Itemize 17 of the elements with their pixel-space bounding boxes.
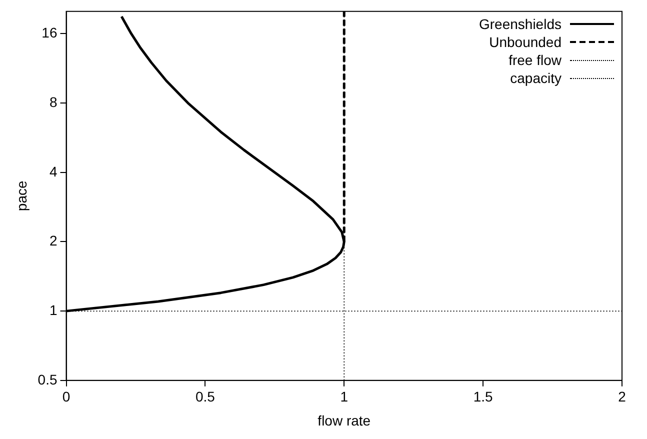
legend-label: Unbounded [489,33,562,52]
legend-label: Greenshields [479,15,562,34]
y-tick-label: 16 [42,24,58,41]
legend-label: free flow [508,51,562,70]
y-tick-label: 2 [49,232,58,249]
y-tick-label: 4 [49,163,58,180]
x-tick-label: 0.5 [195,388,216,405]
y-tick-label: 1 [49,302,58,318]
x-tick-label: 0 [62,388,70,405]
y-axis-title: pace [13,180,30,212]
x-tick-label: 1 [340,388,348,405]
x-axis-title: flow rate [318,412,371,428]
y-tick-label: 8 [49,94,58,110]
legend-label: capacity [510,69,562,88]
y-tick-label: 0.5 [38,371,58,388]
x-tick-label: 2 [618,388,626,405]
x-tick-label: 1.5 [473,388,494,405]
